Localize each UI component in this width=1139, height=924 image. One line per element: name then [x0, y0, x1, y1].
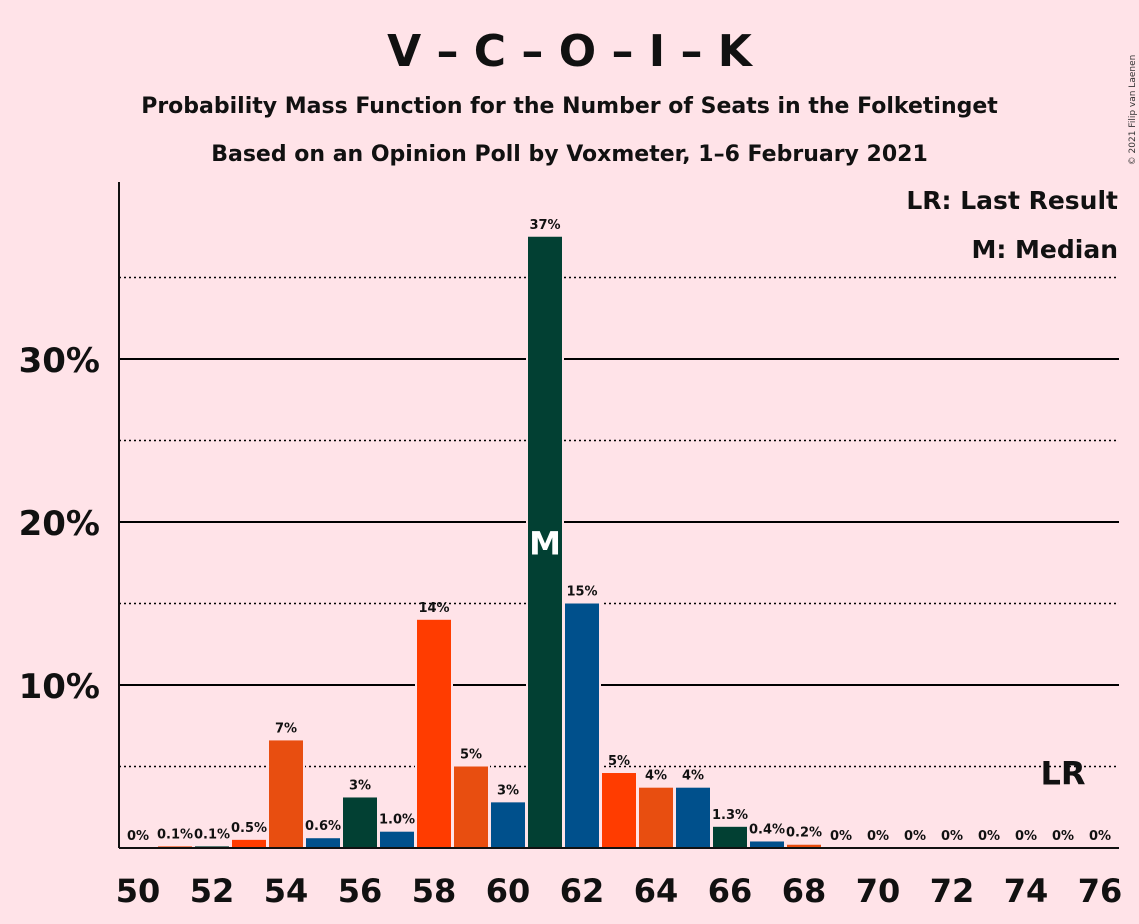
- bars: [156, 234, 823, 848]
- bar-value-label: 4%: [645, 769, 667, 784]
- chart-subtitle-1: Probability Mass Function for the Number…: [141, 94, 998, 119]
- x-tick-label: 74: [1004, 872, 1049, 910]
- bar-value-label: 1.3%: [712, 808, 748, 823]
- y-tick-labels: 10% 20% 30%: [19, 341, 100, 707]
- bar-value-label: 5%: [608, 754, 630, 769]
- bar-value-label: 7%: [275, 721, 297, 736]
- bar-seat-58: [417, 619, 451, 848]
- bar-value-label: 0%: [978, 829, 1000, 844]
- y-tick-label: 10%: [19, 667, 100, 707]
- bar-value-label: 14%: [418, 601, 449, 616]
- bar-seat-65: [676, 787, 710, 848]
- bar-value-label: 0.5%: [231, 821, 267, 836]
- x-tick-label: 76: [1078, 872, 1123, 910]
- bar-seat-68: [787, 844, 821, 848]
- bar-value-label: 15%: [566, 585, 597, 600]
- x-tick-label: 54: [264, 872, 309, 910]
- bar-seat-62: [565, 603, 599, 848]
- bar-value-label: 3%: [497, 783, 519, 798]
- bar-seat-67: [750, 841, 784, 848]
- bar-value-label: 37%: [529, 218, 560, 233]
- bar-seat-60: [491, 802, 525, 848]
- bar-value-label: 0%: [1052, 829, 1074, 844]
- x-tick-label: 56: [338, 872, 383, 910]
- chart-subtitle-2: Based on an Opinion Poll by Voxmeter, 1–…: [211, 142, 928, 167]
- bar-seat-57: [380, 831, 414, 848]
- x-tick-label: 58: [412, 872, 457, 910]
- bar-seat-53: [232, 839, 266, 848]
- x-tick-label: 52: [190, 872, 235, 910]
- bar-gap: [156, 844, 194, 848]
- x-tick-label: 62: [560, 872, 605, 910]
- bar-value-label: 4%: [682, 769, 704, 784]
- bar-seat-64: [639, 787, 673, 848]
- bar-value-label: 5%: [460, 748, 482, 763]
- bar-value-label: 0.1%: [157, 827, 193, 842]
- x-tick-label: 64: [634, 872, 679, 910]
- last-result-marker: LR: [1040, 755, 1085, 793]
- bar-value-label: 0.4%: [749, 822, 785, 837]
- bar-seat-66: [713, 826, 747, 848]
- y-tick-label: 20%: [19, 504, 100, 544]
- bar-seat-61: [528, 236, 562, 848]
- bar-value-label: 3%: [349, 778, 371, 793]
- bar-seat-59: [454, 766, 488, 848]
- legend-median: M: Median: [971, 235, 1118, 264]
- bar-seat-56: [343, 797, 377, 848]
- bar-value-label: 0%: [941, 829, 963, 844]
- gridlines: [119, 276, 1119, 768]
- bar-value-label: 0%: [830, 829, 852, 844]
- x-tick-label: 72: [930, 872, 975, 910]
- x-tick-label: 50: [116, 872, 161, 910]
- bar-value-label: 0%: [867, 829, 889, 844]
- bar-seat-63: [602, 773, 636, 848]
- bar-gap: [193, 844, 231, 848]
- copyright-text: © 2021 Filip van Laenen: [1128, 55, 1138, 166]
- bar-labels: 0% 0.1% 0.1% 0.5%7%0.6%3%1.0%14%5%3%37%15%5…: [127, 218, 1111, 844]
- bar-value-label: 0%: [127, 829, 149, 844]
- x-tick-label: 60: [486, 872, 531, 910]
- y-tick-label: 30%: [19, 341, 100, 381]
- x-tick-label: 68: [782, 872, 827, 910]
- bar-seat-55: [306, 838, 340, 848]
- legend-last-result: LR: Last Result: [906, 186, 1118, 215]
- chart-title: V – C – O – I – K: [387, 26, 754, 77]
- bar-value-label: 0.6%: [305, 819, 341, 834]
- bar-value-label: 0.1%: [194, 827, 230, 842]
- bar-value-label: 0.2%: [786, 826, 822, 841]
- bar-seat-54: [269, 740, 303, 848]
- median-marker: M: [529, 524, 561, 562]
- bar-value-label: 0%: [1089, 829, 1111, 844]
- bar-value-label: 1.0%: [379, 813, 415, 828]
- x-tick-labels: 50 52 54 56 58 60 62 64 66 68 70 72 74 76: [116, 872, 1123, 910]
- x-tick-label: 70: [856, 872, 901, 910]
- bar-value-label: 0%: [904, 829, 926, 844]
- bar-value-label: 0%: [1015, 829, 1037, 844]
- x-tick-label: 66: [708, 872, 753, 910]
